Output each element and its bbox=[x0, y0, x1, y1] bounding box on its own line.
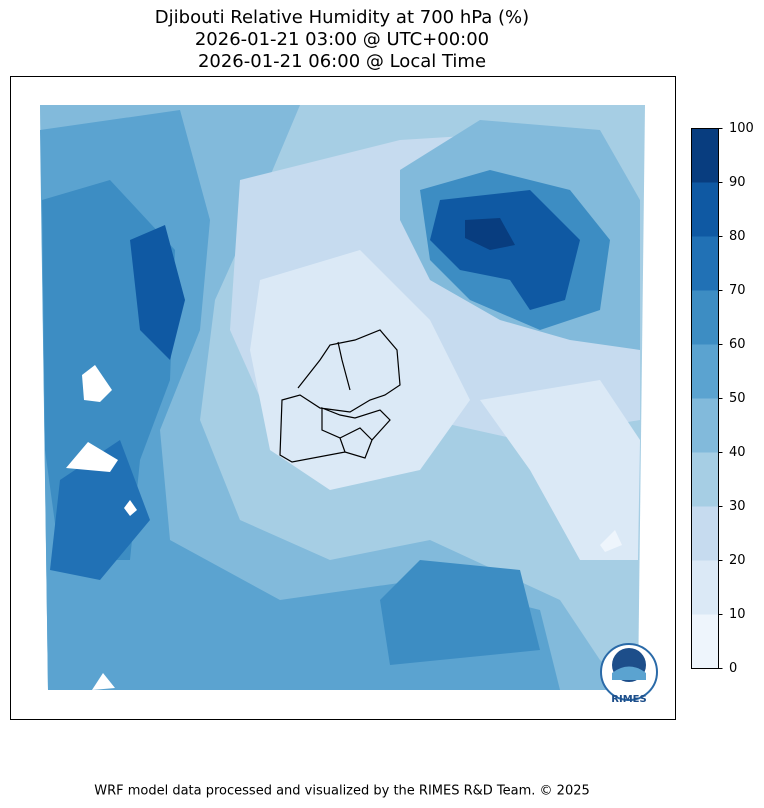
colorbar: 0 10 20 30 40 50 60 70 80 90 100 bbox=[691, 121, 754, 676]
colorbar-box bbox=[691, 560, 719, 615]
humidity-field bbox=[40, 105, 645, 690]
colorbar-tick-label: 90 bbox=[729, 175, 746, 190]
colorbar-box bbox=[691, 182, 719, 237]
title-line: 2026-01-21 06:00 @ Local Time bbox=[198, 51, 486, 72]
colorbar-tick-label: 70 bbox=[729, 283, 746, 298]
logo-text: RIMES bbox=[611, 694, 646, 705]
colorbar-tick-label: 100 bbox=[729, 121, 754, 136]
colorbar-tick-label: 40 bbox=[729, 445, 746, 460]
title-line: 2026-01-21 03:00 @ UTC+00:00 bbox=[195, 29, 489, 50]
colorbar-tick-label: 0 bbox=[729, 661, 737, 676]
title-line: Djibouti Relative Humidity at 700 hPa (%… bbox=[155, 7, 529, 28]
colorbar-tick-label: 80 bbox=[729, 229, 746, 244]
colorbar-tick-label: 20 bbox=[729, 553, 746, 568]
colorbar-tick-label: 50 bbox=[729, 391, 746, 406]
colorbar-tick-label: 60 bbox=[729, 337, 746, 352]
logo: RIMES bbox=[600, 643, 658, 705]
colorbar-box bbox=[691, 398, 719, 453]
footer: WRF model data processed and visualized … bbox=[94, 784, 590, 799]
colorbar-tick-label: 10 bbox=[729, 607, 746, 622]
colorbar-box bbox=[691, 236, 719, 291]
colorbar-box bbox=[691, 614, 719, 669]
colorbar-box bbox=[691, 344, 719, 399]
colorbar-box bbox=[691, 506, 719, 561]
country-border bbox=[279, 329, 401, 463]
colorbar-frame bbox=[691, 128, 719, 669]
colorbar-box bbox=[691, 452, 719, 507]
colorbar-box bbox=[691, 128, 719, 183]
map-frame bbox=[10, 76, 676, 720]
colorbar-tick-label: 30 bbox=[729, 499, 746, 514]
colorbar-box bbox=[691, 290, 719, 345]
